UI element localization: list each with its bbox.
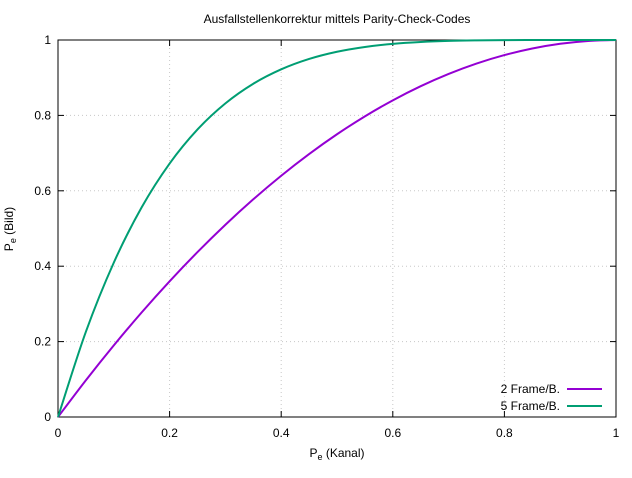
series-lines [57, 38, 617, 418]
x-axis-label: Pe (Kanal) [309, 446, 364, 462]
y-tick-label: 0.2 [34, 335, 51, 349]
x-tick-label: 0.8 [496, 426, 513, 440]
x-tick-label: 1 [613, 426, 620, 440]
y-tick-label: 0.4 [34, 259, 51, 273]
y-tick-label: 0.8 [34, 108, 51, 122]
x-tick-label: 0.4 [273, 426, 290, 440]
x-tick-label: 0 [55, 426, 62, 440]
y-axis-label-suffix: (Bild) [2, 207, 16, 238]
legend: 2 Frame/B. 5 Frame/B. [501, 382, 602, 413]
y-axis-label-main: P [2, 243, 16, 251]
series-line-2 [57, 38, 616, 418]
x-axis-label-sub: e [317, 452, 322, 462]
legend-label-1: 2 Frame/B. [501, 382, 560, 396]
y-axis-label: Pe (Bild) [2, 207, 18, 251]
chart-title: Ausfallstellenkorrektur mittels Parity-C… [204, 12, 471, 26]
x-tick-label: 0.2 [161, 426, 178, 440]
y-axis-label-sub: e [8, 238, 18, 243]
y-tick-label: 1 [44, 33, 51, 47]
grid [58, 40, 616, 417]
series-line-1 [57, 39, 617, 418]
x-tick-label: 0.6 [384, 426, 401, 440]
plot-border [57, 39, 617, 418]
x-axis-label-suffix: (Kanal) [323, 446, 365, 460]
y-tick-label: 0.6 [34, 184, 51, 198]
y-tick-label: 0 [44, 410, 51, 424]
legend-label-2: 5 Frame/B. [501, 399, 560, 413]
x-axis-label-main: P [309, 446, 317, 460]
